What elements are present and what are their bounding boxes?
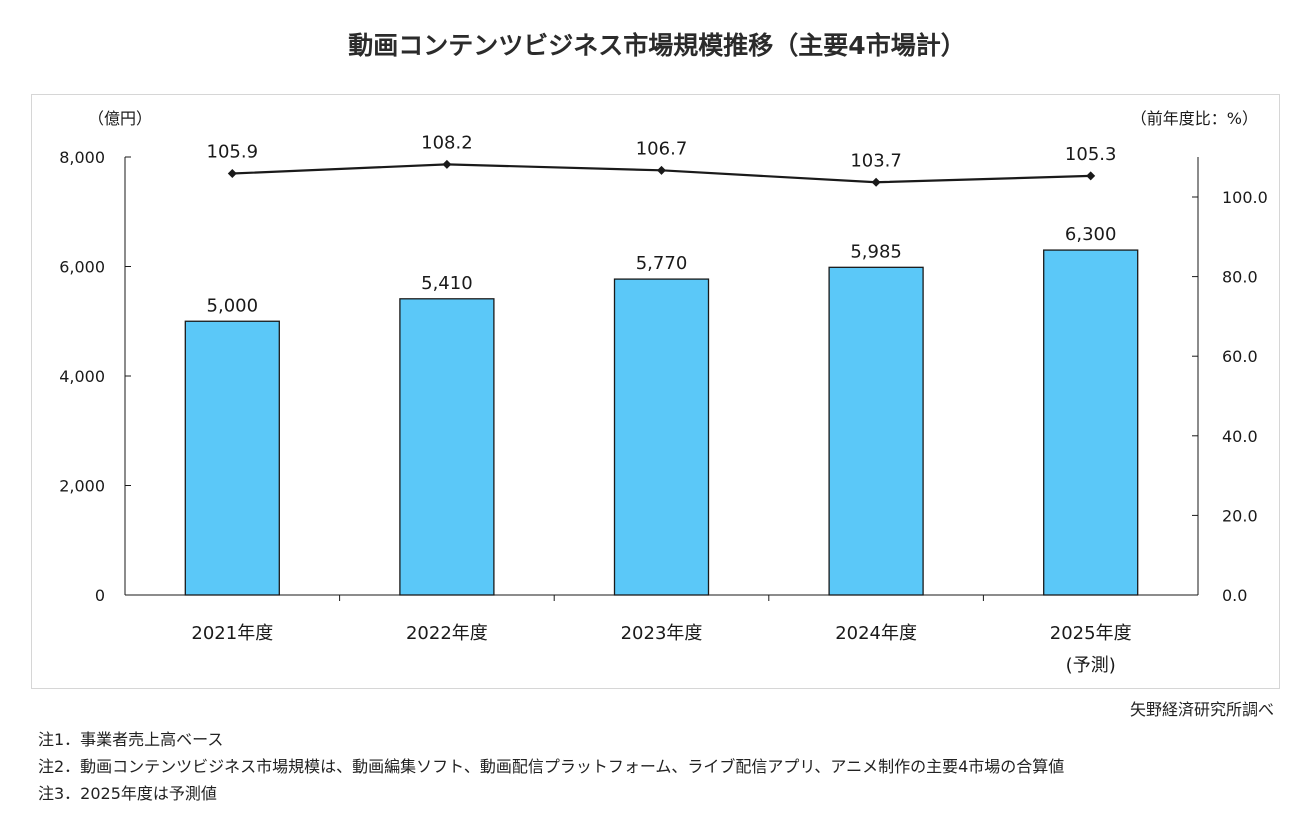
growth-point [1086, 171, 1096, 181]
notes: 注1．事業者売上高ベース 注2．動画コンテンツビジネス市場規模は、動画編集ソフト… [38, 726, 1064, 807]
chart-canvas: 0 2,000 4,000 6,000 8,000 0.0 20.0 40.0 60.0 80.0… [59, 109, 1268, 676]
growth-value-label: 103.7 [850, 150, 902, 171]
y-right-tick-label: 40.0 [1222, 427, 1258, 446]
x-category-sublabel: (予測) [1066, 655, 1116, 676]
x-category-label: 2022年度 [406, 623, 488, 644]
bar-value-label: 5,985 [850, 241, 902, 262]
note-1: 注1．事業者売上高ベース [38, 730, 224, 749]
y-left-tick-label: 0 [95, 586, 105, 605]
growth-value-label: 106.7 [636, 138, 688, 159]
x-category-label: 2021年度 [191, 623, 273, 644]
bar [1043, 249, 1139, 596]
chart-frame [31, 94, 1280, 689]
growth-point [227, 169, 237, 179]
y-right-tick-label: 80.0 [1222, 268, 1258, 287]
bar [828, 266, 924, 596]
bar-value-label: 5,000 [207, 295, 259, 316]
bar [613, 278, 710, 596]
y-left-tick-label: 6,000 [59, 258, 105, 277]
y-right-axis-label: （前年度比：%） [1131, 109, 1258, 128]
y-left-tick-label: 8,000 [59, 148, 105, 167]
growth-point [442, 159, 452, 169]
bar [399, 298, 495, 596]
growth-point [657, 165, 666, 175]
y-right-tick-label: 100.0 [1222, 188, 1268, 207]
growth-value-label: 108.2 [421, 132, 473, 153]
source-credit: 矢野経済研究所調べ [1129, 700, 1274, 719]
bar-value-label: 6,300 [1065, 224, 1117, 245]
bar-value-label: 5,410 [421, 273, 473, 294]
y-left-tick-label: 2,000 [59, 477, 105, 496]
y-right-tick-label: 60.0 [1222, 347, 1258, 366]
bar-value-label: 5,770 [636, 253, 688, 274]
chart-title: 動画コンテンツビジネス市場規模推移（主要4市場計） [348, 31, 966, 60]
x-category-label: 2023年度 [621, 623, 703, 644]
y-right-tick-label: 0.0 [1222, 586, 1247, 605]
growth-value-label: 105.9 [207, 142, 259, 163]
y-left-tick-label: 4,000 [59, 367, 105, 386]
x-category-label: 2024年度 [835, 623, 917, 644]
growth-point [871, 177, 881, 187]
y-left-axis-label: （億円） [88, 109, 152, 128]
bar [184, 320, 280, 596]
x-category-label: 2025年度 [1050, 623, 1132, 644]
y-right-tick-label: 20.0 [1222, 506, 1258, 525]
note-2: 注2．動画コンテンツビジネス市場規模は、動画編集ソフト、動画配信プラットフォーム… [38, 757, 1065, 776]
note-3: 注3．2025年度は予測値 [38, 784, 217, 803]
growth-value-label: 105.3 [1065, 144, 1117, 165]
